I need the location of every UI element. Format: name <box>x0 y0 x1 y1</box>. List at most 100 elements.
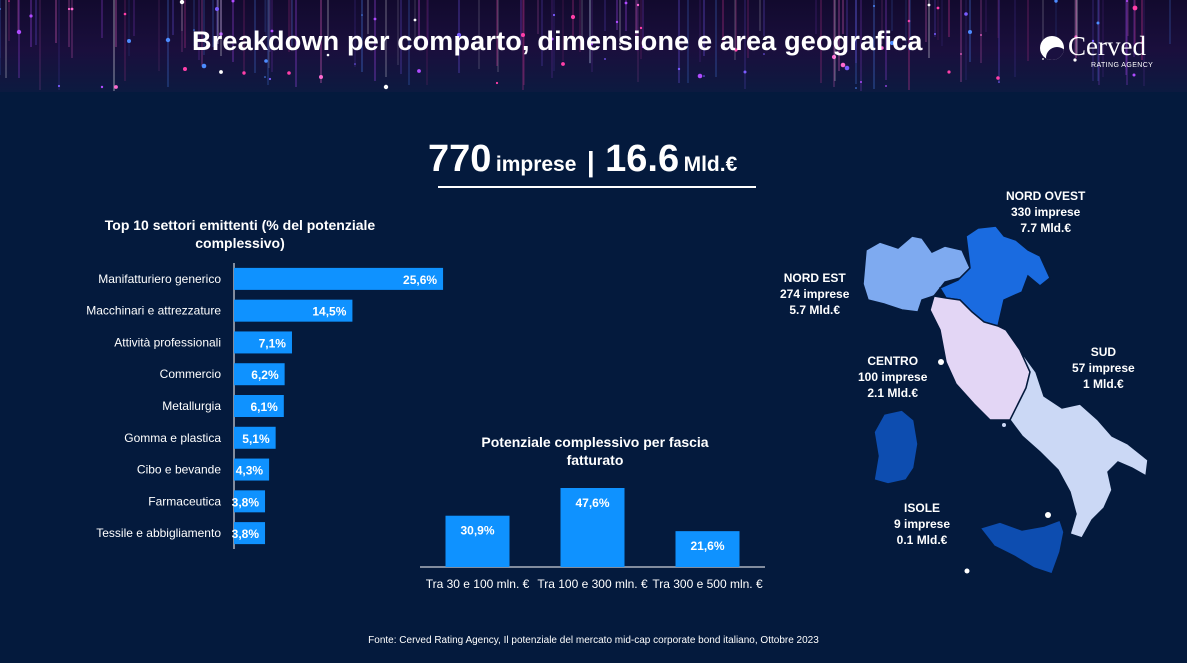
light-dot <box>641 45 645 49</box>
light-dot <box>860 81 862 83</box>
map-region-nord-est <box>938 225 1051 327</box>
light-dot <box>968 30 972 34</box>
region-value: 2.1 Mld.€ <box>867 386 919 400</box>
headline-separator: | <box>586 146 595 177</box>
light-dot <box>1132 73 1136 77</box>
sector-bar <box>234 267 444 290</box>
light-dot <box>980 34 982 36</box>
light-dot <box>67 7 71 11</box>
map-island-eolie <box>1045 512 1051 518</box>
region-companies: 330 imprese <box>1010 205 1081 219</box>
light-dot <box>270 29 274 33</box>
light-dot <box>242 71 246 75</box>
sector-value-label: 3,8% <box>232 495 260 509</box>
light-dot <box>165 37 171 43</box>
light-dot <box>1042 58 1044 60</box>
sector-value-label: 5,1% <box>242 432 270 446</box>
logo-name: Cerved <box>1068 31 1146 61</box>
light-dot <box>907 19 911 23</box>
light-dot <box>635 42 639 46</box>
revenue-value-label: 21,6% <box>690 539 724 553</box>
light-dot <box>570 14 576 20</box>
headline-underline <box>438 186 756 188</box>
light-dot <box>615 20 619 24</box>
sector-category-label: Manifatturiero generico <box>98 272 221 286</box>
sector-category-label: Farmaceutica <box>148 494 221 508</box>
headline-count-unit: imprese <box>495 153 577 176</box>
light-dot <box>201 63 207 69</box>
light-dot <box>361 14 363 16</box>
region-name: SUD <box>1090 345 1117 359</box>
light-dot <box>287 71 291 75</box>
sector-bar <box>234 395 284 417</box>
sector-chart-title: Top 10 settori emittenti (% del potenzia… <box>104 217 376 251</box>
light-dot <box>179 0 185 5</box>
region-value: 5.7 Mld.€ <box>789 303 841 317</box>
light-dot <box>831 54 837 60</box>
revenue-category-label: Tra 30 e 100 mln. € <box>426 577 530 591</box>
light-dot <box>840 62 846 68</box>
light-dot <box>697 73 703 79</box>
light-dot <box>604 58 606 60</box>
region-label-isole: ISOLE 9 imprese 0.1 Mld.€ <box>894 500 950 548</box>
region-name: CENTRO <box>867 354 919 368</box>
light-dot <box>319 75 323 79</box>
light-dot <box>127 39 131 43</box>
light-dot <box>885 85 887 87</box>
light-dot <box>219 70 223 74</box>
sector-value-label: 6,2% <box>251 368 279 382</box>
region-name: NORD EST <box>783 271 846 285</box>
light-dot <box>413 18 417 22</box>
headline-totals: 770 imprese | 16.6 Mld.€ <box>428 138 737 181</box>
light-dot <box>996 76 1000 80</box>
light-dot <box>561 62 565 66</box>
light-dot <box>703 75 705 77</box>
light-dot <box>964 12 968 16</box>
light-dot <box>855 87 857 89</box>
light-dot <box>123 12 127 16</box>
sector-bar <box>234 426 276 449</box>
light-dot <box>417 69 421 73</box>
light-dot <box>264 76 266 78</box>
light-dot <box>383 84 389 90</box>
revenue-category-label: Tra 100 e 300 mln. € <box>537 577 648 591</box>
region-label-nord-est: NORD EST 274 imprese 5.7 Mld.€ <box>780 270 849 318</box>
light-dot <box>193 29 195 31</box>
light-dot <box>873 5 875 7</box>
light-dot <box>100 85 104 89</box>
sector-bar <box>234 522 266 545</box>
sector-category-label: Attività professionali <box>114 335 221 349</box>
header-banner: Breakdown per comparto, dimensione e are… <box>0 0 1187 92</box>
map-region-sicilia <box>978 519 1065 575</box>
revenue-bar <box>560 488 625 567</box>
light-dot <box>1141 41 1143 43</box>
sector-category-label: Commercio <box>160 367 222 381</box>
map-island-elba <box>938 359 944 365</box>
light-dot <box>552 13 556 17</box>
light-dot <box>264 59 268 63</box>
revenue-value-label: 47,6% <box>575 496 609 510</box>
region-value: 1 Mld.€ <box>1083 377 1124 391</box>
light-dot <box>624 1 628 5</box>
sector-category-label: Metallurgia <box>162 399 221 413</box>
light-dot <box>219 32 223 36</box>
region-label-sud: SUD 57 imprese 1 Mld.€ <box>1072 344 1135 392</box>
page-title: Breakdown per comparto, dimensione e are… <box>192 26 923 56</box>
light-dot <box>639 26 643 30</box>
region-value: 7.7 Mld.€ <box>1020 221 1072 235</box>
headline-count: 770 <box>428 138 492 180</box>
light-dot <box>57 84 61 88</box>
light-dot <box>936 6 940 10</box>
light-dot <box>1073 58 1077 62</box>
sector-bar <box>234 299 353 322</box>
light-dot <box>581 45 583 47</box>
light-dot <box>495 81 499 85</box>
region-value: 0.1 Mld.€ <box>896 533 948 547</box>
map-region-sardegna <box>873 409 919 485</box>
cerved-logo: Cerved RATING AGENCY <box>1040 31 1170 74</box>
sector-bar <box>234 363 285 386</box>
region-name: NORD OVEST <box>1006 189 1086 203</box>
light-dot <box>1126 0 1128 2</box>
revenue-chart-title: Potenziale complessivo per fascia fattur… <box>481 434 709 468</box>
